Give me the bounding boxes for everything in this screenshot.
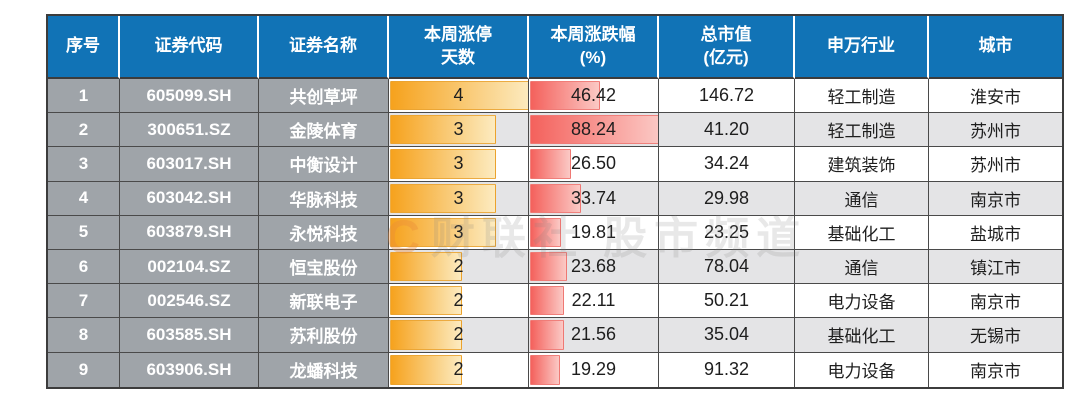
cell-name: 龙蟠科技 <box>259 352 389 387</box>
cell-pct-change: 19.29 <box>529 352 659 387</box>
pct-change-bar <box>530 81 600 111</box>
cell-index: 4 <box>48 181 120 216</box>
cell-name: 永悦科技 <box>259 215 389 250</box>
pct-change-bar <box>530 286 565 316</box>
limit-up-days-bar <box>390 81 528 111</box>
cell-pct-change: 21.56 <box>529 318 659 353</box>
cell-industry: 通信 <box>795 181 929 216</box>
cell-city: 南京市 <box>929 181 1062 216</box>
column-header-code: 证券代码 <box>120 16 259 79</box>
pct-change-bar <box>530 217 561 247</box>
cell-industry: 轻工制造 <box>795 113 929 148</box>
cell-city: 镇江市 <box>929 249 1062 285</box>
cell-city: 淮安市 <box>929 79 1062 114</box>
cell-index: 1 <box>48 79 120 114</box>
cell-index: 7 <box>48 284 120 319</box>
cell-industry: 电力设备 <box>795 352 929 387</box>
cell-market-cap: 29.98 <box>659 181 795 216</box>
column-header-index: 序号 <box>48 16 120 79</box>
cell-name: 共创草坪 <box>259 79 389 114</box>
cell-pct-change: 46.42 <box>529 79 659 114</box>
cell-pct-change: 33.74 <box>529 181 659 216</box>
cell-market-cap: 91.32 <box>659 352 795 387</box>
cell-code: 002104.SZ <box>120 249 259 285</box>
cell-market-cap: 146.72 <box>659 79 795 114</box>
cell-industry: 通信 <box>795 249 929 285</box>
cell-code: 603879.SH <box>120 215 259 250</box>
cell-name: 苏利股份 <box>259 318 389 353</box>
cell-pct-change: 19.81 <box>529 215 659 250</box>
stock-table: 序号 证券代码 证券名称 本周涨停 天数 本周涨跌幅 (%) 总市值 (亿元) 申万行业 城市… <box>46 14 1064 389</box>
column-header-name: 证券名称 <box>259 16 389 79</box>
pct-change-bar <box>530 320 564 350</box>
limit-up-days-bar <box>390 149 497 179</box>
cell-code: 002546.SZ <box>120 284 259 319</box>
cell-limit-up-days: 3 <box>389 215 529 250</box>
cell-code: 603906.SH <box>120 352 259 387</box>
cell-limit-up-days: 2 <box>389 318 529 353</box>
cell-limit-up-days: 2 <box>389 352 529 387</box>
cell-market-cap: 78.04 <box>659 249 795 285</box>
cell-city: 盐城市 <box>929 215 1062 250</box>
cell-name: 恒宝股份 <box>259 249 389 285</box>
cell-market-cap: 34.24 <box>659 147 795 182</box>
limit-up-days-bar <box>390 320 462 350</box>
limit-up-days-bar <box>390 354 462 385</box>
cell-name: 中衡设计 <box>259 147 389 182</box>
cell-city: 南京市 <box>929 352 1062 387</box>
cell-city: 南京市 <box>929 284 1062 319</box>
cell-code: 603585.SH <box>120 318 259 353</box>
cell-city: 无锡市 <box>929 318 1062 353</box>
cell-market-cap: 35.04 <box>659 318 795 353</box>
column-header-industry: 申万行业 <box>795 16 929 79</box>
cell-limit-up-days: 3 <box>389 147 529 182</box>
cell-market-cap: 41.20 <box>659 113 795 148</box>
limit-up-days-bar <box>390 115 497 145</box>
limit-up-days-bar <box>390 251 462 282</box>
cell-pct-change: 88.24 <box>529 113 659 148</box>
cell-industry: 轻工制造 <box>795 79 929 114</box>
cell-limit-up-days: 3 <box>389 113 529 148</box>
cell-limit-up-days: 2 <box>389 249 529 285</box>
pct-change-bar <box>530 183 582 213</box>
limit-up-days-bar <box>390 217 497 247</box>
cell-industry: 电力设备 <box>795 284 929 319</box>
column-header-pct_change: 本周涨跌幅 (%) <box>529 16 659 79</box>
pct-change-bar <box>530 251 567 282</box>
pct-change-bar <box>530 115 658 145</box>
cell-market-cap: 50.21 <box>659 284 795 319</box>
cell-index: 5 <box>48 215 120 250</box>
column-header-limit_up_days: 本周涨停 天数 <box>389 16 529 79</box>
cell-city: 苏州市 <box>929 113 1062 148</box>
cell-code: 300651.SZ <box>120 113 259 148</box>
cell-index: 8 <box>48 318 120 353</box>
cell-index: 2 <box>48 113 120 148</box>
limit-up-days-bar <box>390 183 497 213</box>
column-header-city: 城市 <box>929 16 1062 79</box>
cell-code: 603017.SH <box>120 147 259 182</box>
cell-name: 华脉科技 <box>259 181 389 216</box>
cell-index: 9 <box>48 352 120 387</box>
cell-market-cap: 23.25 <box>659 215 795 250</box>
cell-city: 苏州市 <box>929 147 1062 182</box>
cell-industry: 建筑装饰 <box>795 147 929 182</box>
cell-industry: 基础化工 <box>795 318 929 353</box>
cell-name: 金陵体育 <box>259 113 389 148</box>
cell-index: 3 <box>48 147 120 182</box>
cell-industry: 基础化工 <box>795 215 929 250</box>
cell-pct-change: 26.50 <box>529 147 659 182</box>
cell-code: 603042.SH <box>120 181 259 216</box>
cell-limit-up-days: 4 <box>389 79 529 114</box>
pct-change-bar <box>530 354 561 385</box>
cell-limit-up-days: 2 <box>389 284 529 319</box>
pct-change-bar <box>530 149 571 179</box>
limit-up-days-bar <box>390 286 462 316</box>
column-header-market_cap: 总市值 (亿元) <box>659 16 795 79</box>
cell-index: 6 <box>48 249 120 285</box>
cell-pct-change: 23.68 <box>529 249 659 285</box>
cell-code: 605099.SH <box>120 79 259 114</box>
cell-limit-up-days: 3 <box>389 181 529 216</box>
cell-name: 新联电子 <box>259 284 389 319</box>
cell-pct-change: 22.11 <box>529 284 659 319</box>
